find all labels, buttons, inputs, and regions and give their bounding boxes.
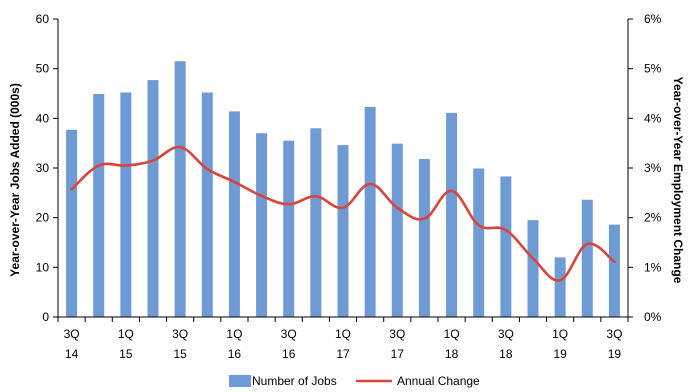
- x-tick-label-year: 15: [173, 347, 187, 361]
- right-axis-ticks: 0% 1% 2% 3% 4% 5% 6%: [628, 12, 662, 324]
- bar-number-of-jobs: [283, 140, 295, 317]
- bar-number-of-jobs: [174, 61, 186, 317]
- x-tick-label-quarter: 3Q: [172, 327, 188, 341]
- right-tick-label: 0%: [644, 310, 662, 324]
- x-tick-label-quarter: 3Q: [606, 327, 622, 341]
- x-tick-label-year: 15: [119, 347, 133, 361]
- bar-number-of-jobs: [554, 257, 566, 317]
- bar-number-of-jobs: [418, 159, 430, 317]
- x-tick-label-quarter: 1Q: [335, 327, 351, 341]
- x-tick-label-quarter: 1Q: [118, 327, 134, 341]
- x-tick-label-quarter: 3Q: [389, 327, 405, 341]
- right-tick-label: 5%: [644, 62, 662, 76]
- bar-number-of-jobs: [201, 92, 213, 317]
- x-tick-label-year: 17: [336, 347, 350, 361]
- bar-number-of-jobs: [310, 128, 322, 317]
- bar-series: [66, 61, 620, 318]
- bar-number-of-jobs: [147, 80, 159, 317]
- x-tick-label-quarter: 3Q: [64, 327, 80, 341]
- legend: Number of Jobs Annual Change: [229, 374, 480, 388]
- left-tick-label: 40: [36, 111, 50, 125]
- left-tick-label: 50: [36, 62, 50, 76]
- bar-number-of-jobs: [228, 111, 240, 317]
- x-tick-label-quarter: 3Q: [498, 327, 514, 341]
- x-tick-label-year: 16: [228, 347, 242, 361]
- bar-number-of-jobs: [93, 93, 105, 317]
- left-axis-ticks: 0 10 20 30 40 50 60: [36, 12, 58, 324]
- right-tick-label: 1%: [644, 260, 662, 274]
- bar-number-of-jobs: [446, 112, 458, 318]
- x-tick-label-quarter: 3Q: [281, 327, 297, 341]
- bar-number-of-jobs: [391, 143, 403, 317]
- x-tick-label-year: 16: [282, 347, 296, 361]
- x-tick-label-year: 17: [391, 347, 405, 361]
- x-tick-label-quarter: 1Q: [444, 327, 460, 341]
- x-tick-label-quarter: 1Q: [226, 327, 242, 341]
- x-tick-label-year: 18: [499, 347, 513, 361]
- x-axis-ticks: 3Q 14 1Q 15 3Q 15 1Q 16 3Q 16 1Q 17 3Q 17 1Q 18 3Q 18 1Q 19…: [57, 317, 629, 361]
- bar-number-of-jobs: [473, 168, 485, 317]
- right-tick-label: 4%: [644, 111, 662, 125]
- x-tick-label-year: 19: [608, 347, 622, 361]
- bar-number-of-jobs: [337, 145, 349, 317]
- left-tick-label: 20: [36, 211, 50, 225]
- bar-number-of-jobs: [364, 106, 376, 317]
- x-tick-label-year: 18: [445, 347, 459, 361]
- left-tick-label: 10: [36, 260, 50, 274]
- bar-number-of-jobs: [66, 129, 78, 317]
- line-series: [70, 145, 616, 282]
- bar-number-of-jobs: [527, 220, 539, 317]
- legend-label-number-of-jobs: Number of Jobs: [252, 374, 337, 388]
- left-tick-label: 0: [42, 310, 49, 324]
- right-tick-label: 3%: [644, 161, 662, 175]
- right-axis-title: Year-over-Year Employment Change: [671, 77, 685, 284]
- right-tick-label: 2%: [644, 211, 662, 225]
- bar-number-of-jobs: [608, 224, 620, 317]
- bar-number-of-jobs: [581, 199, 593, 317]
- left-tick-label: 30: [36, 161, 50, 175]
- right-tick-label: 6%: [644, 12, 662, 26]
- x-tick-label-year: 19: [553, 347, 567, 361]
- left-axis-title: Year-over-Year Jobs Added (000s): [8, 83, 22, 277]
- bar-number-of-jobs: [256, 133, 268, 317]
- bar-number-of-jobs: [500, 176, 512, 317]
- x-tick-label-year: 14: [65, 347, 79, 361]
- left-tick-label: 60: [36, 12, 50, 26]
- x-tick-label-quarter: 1Q: [552, 327, 568, 341]
- bar-number-of-jobs: [120, 92, 132, 317]
- legend-label-annual-change: Annual Change: [397, 374, 480, 388]
- line-annual-change: [70, 145, 616, 282]
- legend-swatch-number-of-jobs: [229, 375, 251, 387]
